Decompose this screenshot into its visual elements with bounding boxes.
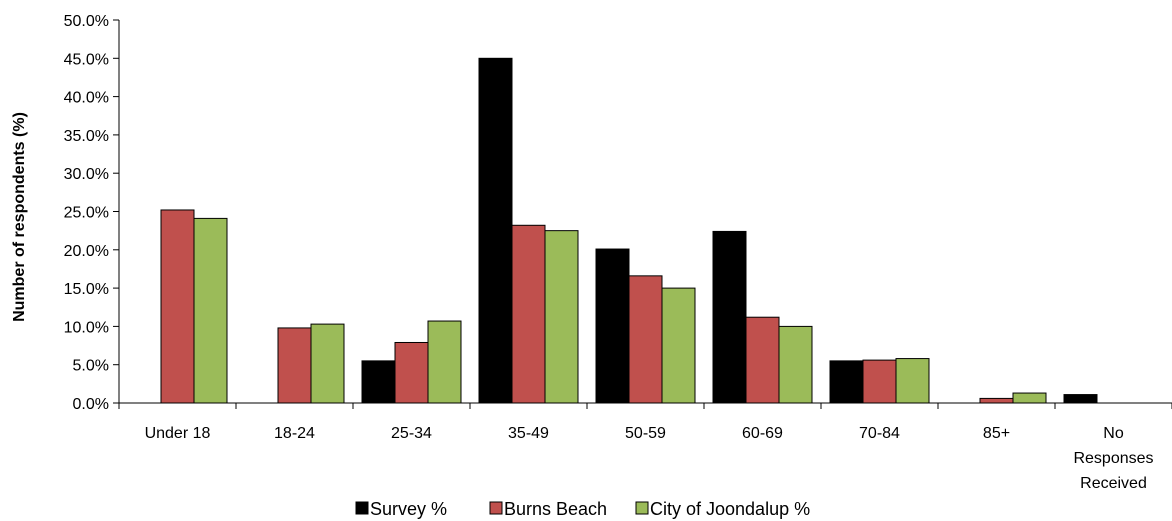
bar [1012, 392, 1047, 404]
x-axis-labels: Under 18 18-24 25-34 35-49 50-59 60-69 70-84 85… [145, 425, 1154, 492]
x-category-label: 70-84 [859, 425, 900, 442]
y-tick-label: 0.0% [73, 396, 109, 413]
y-tick-label: 5.0% [73, 358, 109, 375]
legend-swatch [489, 501, 503, 515]
bar [595, 248, 630, 404]
bar [712, 230, 747, 404]
y-axis-title: Number of respondents (%) [11, 112, 28, 322]
y-tick-label: 35.0% [64, 128, 109, 145]
y-tick-label: 20.0% [64, 243, 109, 260]
bar [895, 358, 930, 404]
legend-label: City of Joondalup % [650, 499, 810, 519]
bar [661, 287, 696, 404]
y-tick-label: 50.0% [64, 13, 109, 30]
legend-swatch [635, 501, 649, 515]
y-tick-label: 10.0% [64, 319, 109, 336]
axes [118, 20, 1172, 404]
bar [277, 327, 312, 404]
legend-swatch [355, 501, 369, 515]
bar [862, 359, 897, 404]
bar [193, 217, 228, 404]
x-category-label: Received [1080, 475, 1147, 492]
x-category-label: 18-24 [274, 425, 315, 442]
y-tick-label: 40.0% [64, 90, 109, 107]
bar [427, 320, 462, 404]
bar [1063, 394, 1098, 404]
bar [979, 397, 1014, 404]
y-tick-label: 30.0% [64, 166, 109, 183]
x-category-label: 50-59 [625, 425, 666, 442]
bar [544, 230, 579, 404]
y-axis-ticks: 0.0% 5.0% 10.0% 15.0% 20.0% 25.0% 30.0% 35.0% 40… [64, 13, 119, 413]
y-tick-label: 15.0% [64, 281, 109, 298]
x-category-label: Responses [1073, 450, 1153, 467]
x-category-label: Under 18 [145, 425, 211, 442]
legend: Survey % Burns Beach City of Joondalup % [355, 499, 810, 519]
x-category-label: 60-69 [742, 425, 783, 442]
bar [394, 341, 429, 404]
bar [829, 360, 864, 404]
x-category-label: No [1103, 425, 1124, 442]
y-tick-label: 25.0% [64, 205, 109, 222]
bar [745, 316, 780, 404]
bar [160, 209, 195, 404]
x-category-label: 35-49 [508, 425, 549, 442]
x-category-label: 85+ [983, 425, 1010, 442]
bar [511, 224, 546, 404]
x-category-label: 25-34 [391, 425, 432, 442]
y-tick-label: 45.0% [64, 51, 109, 68]
bar [310, 323, 345, 404]
x-axis-ticks [118, 403, 1172, 409]
bar [778, 325, 813, 404]
bar [628, 275, 663, 404]
legend-label: Survey % [370, 499, 447, 519]
bars [160, 57, 1098, 404]
bar [361, 360, 396, 404]
bar [478, 57, 513, 404]
legend-label: Burns Beach [504, 499, 607, 519]
